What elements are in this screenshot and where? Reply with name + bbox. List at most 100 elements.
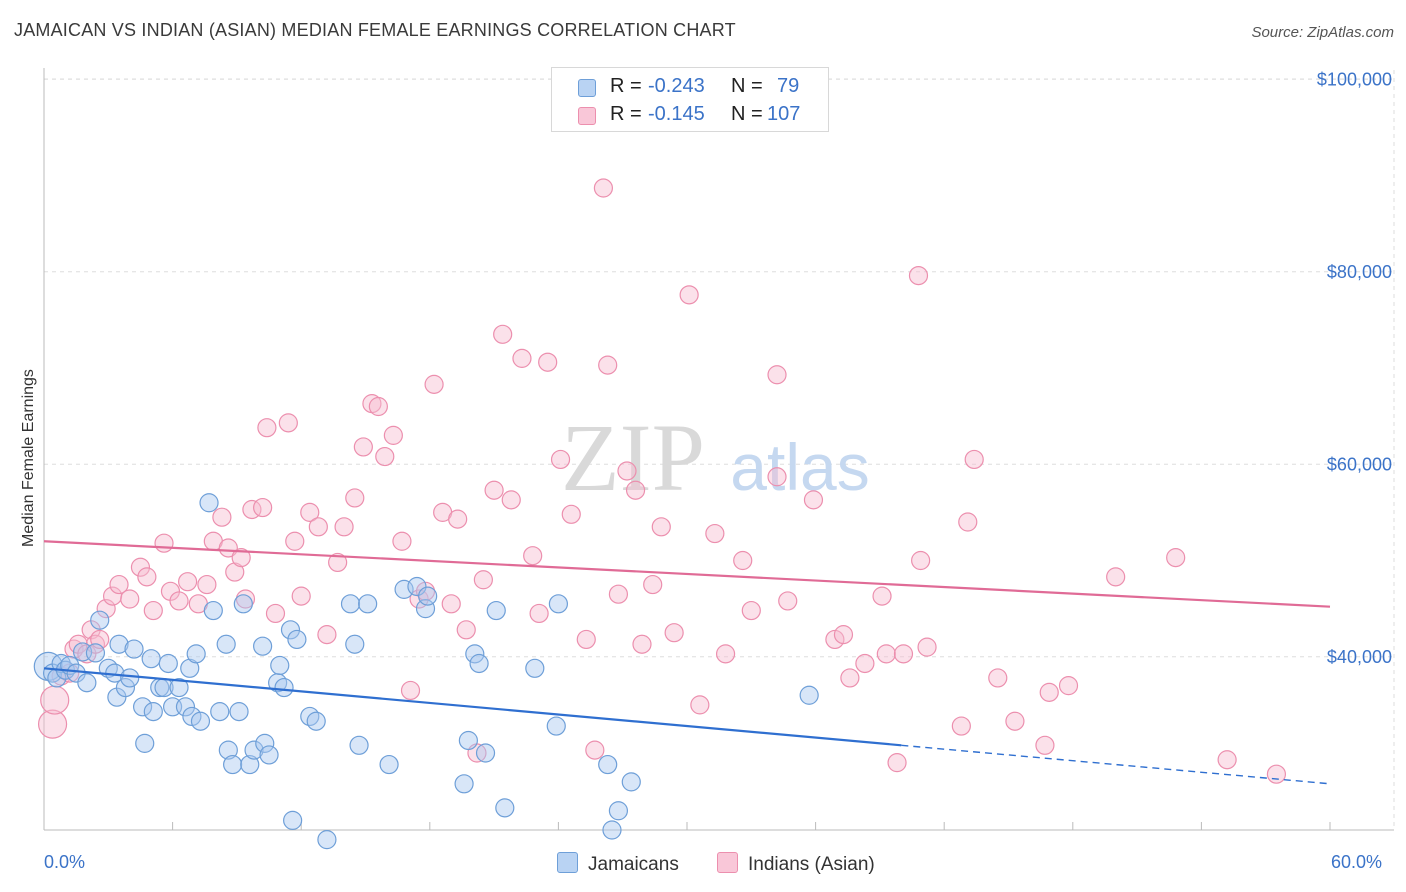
trend-lines [43, 540, 1331, 785]
indians-point [1166, 548, 1186, 568]
jamaicans-point [458, 730, 478, 751]
indians-point [308, 517, 328, 537]
y-tick-label: $100,000 [1317, 69, 1392, 89]
jamaicans-point [317, 830, 337, 850]
legend-r-label: R = [610, 103, 642, 125]
jamaicans-point [203, 600, 223, 621]
indians-point [1217, 750, 1237, 770]
bottom-legend-label-jamaicans: Jamaicans [588, 854, 679, 875]
indians-point [291, 586, 311, 606]
indians-point [218, 538, 238, 558]
indians-point [345, 488, 365, 508]
jamaicans-point [158, 653, 178, 674]
indians-point [441, 594, 461, 614]
legend-swatch-indians [578, 107, 596, 125]
indians-point [501, 490, 521, 510]
jamaicans-points [33, 493, 819, 850]
y-tick-label: $80,000 [1327, 262, 1392, 282]
bottom-legend-jamaicans: Jamaicans [557, 852, 679, 876]
jamaicans-point [270, 655, 290, 676]
jamaicans-point [132, 697, 153, 717]
jamaicans-point [465, 644, 485, 664]
legend-r-label: R = [610, 75, 642, 97]
indians-point [37, 709, 68, 739]
indians-point [550, 449, 571, 470]
jamaicans-point [349, 735, 369, 755]
indians-point [951, 716, 971, 736]
indians-point [375, 446, 395, 467]
jamaicans-trend-line [43, 667, 902, 747]
indians-point [625, 480, 646, 500]
jamaicans-point [415, 599, 436, 619]
x-tick-max: 60.0% [1331, 852, 1383, 872]
legend-r-value: -0.145 [648, 103, 705, 125]
indians-point [576, 629, 596, 650]
indians-point [617, 461, 637, 481]
indians-point [493, 324, 513, 344]
indians-point [235, 589, 256, 609]
indians-point [197, 574, 217, 595]
y-tick-label: $60,000 [1327, 454, 1392, 474]
indians-trend-line [43, 540, 1331, 608]
jamaicans-point [799, 685, 819, 705]
legend-swatch-jamaicans [578, 79, 596, 97]
indians-point [840, 668, 860, 688]
jamaicans-point [169, 677, 189, 698]
indians-point [887, 753, 907, 773]
indians-point [643, 574, 663, 595]
indians-point [285, 531, 305, 551]
indians-point [392, 531, 412, 551]
indians-point [334, 517, 354, 537]
jamaicans-point [253, 636, 273, 656]
jamaicans-point [602, 820, 622, 840]
bottom-legend-swatch-indians [717, 852, 738, 873]
legend-n-label: N = [731, 75, 763, 97]
indians-point [561, 504, 581, 524]
indians-point [40, 685, 70, 715]
indians-point [328, 552, 348, 573]
jamaicans-point [175, 697, 196, 717]
jamaicans-point [259, 745, 279, 765]
bottom-legend-indians: Indians (Asian) [717, 852, 875, 876]
jamaicans-point [469, 653, 489, 674]
indians-point [154, 533, 174, 553]
jamaicans-point [345, 634, 365, 654]
jamaicans-point [287, 629, 307, 650]
legend-n-value: 79 [777, 75, 800, 97]
indians-point [253, 497, 273, 518]
watermark-zip: ZIP [561, 404, 705, 511]
jamaicans-point [186, 644, 206, 664]
indians-point [473, 570, 493, 590]
indians-point [1005, 711, 1025, 731]
indians-point [368, 396, 388, 417]
indians-point [705, 523, 725, 544]
indians-point [598, 355, 618, 375]
indians-point [96, 599, 116, 619]
indians-point [1039, 682, 1059, 702]
jamaicans-point [85, 643, 106, 663]
indians-point [664, 623, 684, 643]
jamaicans-point [283, 810, 303, 830]
jamaicans-trend-extension [901, 744, 1331, 785]
jamaicans-point [546, 716, 566, 736]
indians-point [1266, 764, 1287, 784]
indians-points [37, 178, 1287, 784]
jamaicans-point [109, 634, 129, 654]
indians-point [585, 740, 605, 760]
jamaicans-point [454, 774, 474, 794]
indians-point [212, 507, 232, 527]
indians-point [424, 374, 444, 394]
jamaicans-point [244, 740, 264, 760]
jamaicans-point [66, 663, 86, 683]
indians-point [1106, 567, 1126, 587]
jamaicans-point [379, 754, 399, 775]
bottom-legend-swatch-jamaicans [557, 852, 578, 873]
jamaicans-point [120, 668, 140, 688]
jamaicans-point [233, 594, 253, 614]
indians-point [1058, 676, 1079, 696]
indians-point [512, 348, 532, 368]
jamaicans-point [608, 801, 629, 821]
jamaicans-point [418, 586, 438, 606]
indians-point [448, 509, 468, 529]
indians-point [741, 600, 761, 621]
